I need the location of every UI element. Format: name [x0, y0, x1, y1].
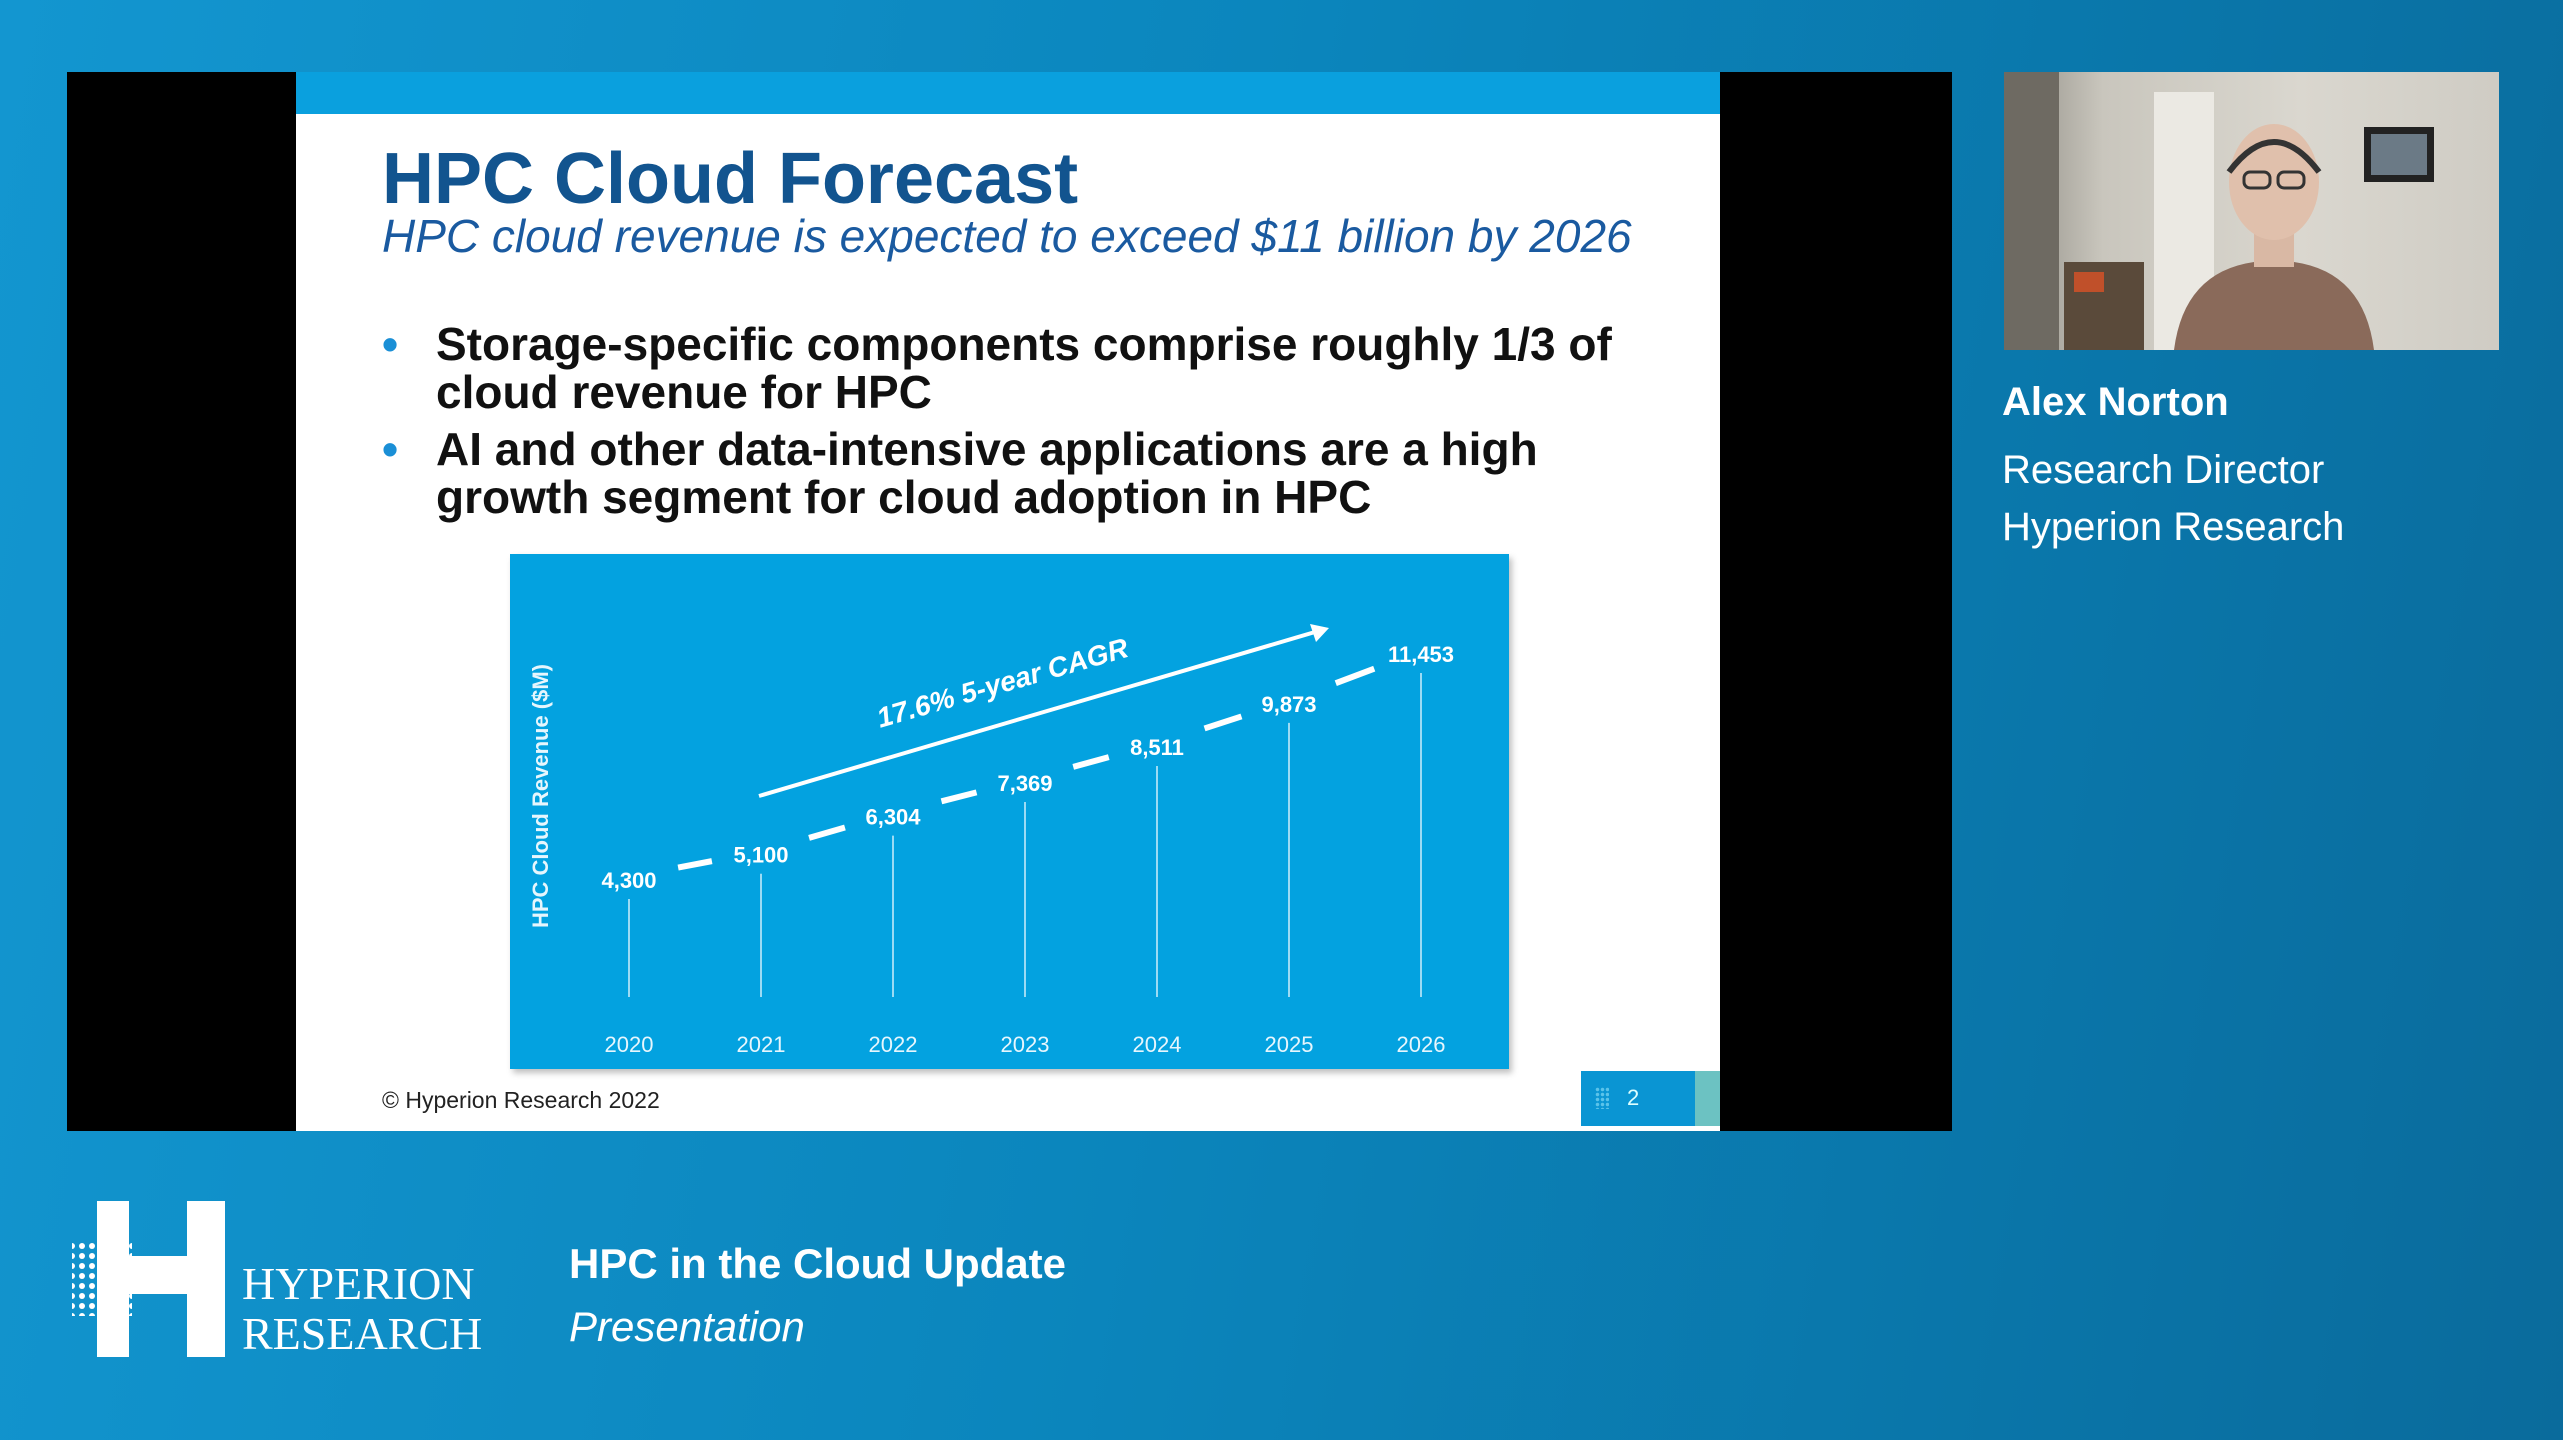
- page-number-box: 2: [1581, 1071, 1695, 1126]
- bullet-item: • AI and other data-intensive application…: [382, 423, 1538, 523]
- speaker-company: Hyperion Research: [2002, 505, 2345, 549]
- value-label: 11,453: [1388, 642, 1454, 667]
- trend-segment: [1203, 713, 1243, 732]
- x-tick-label: 2026: [1397, 1032, 1446, 1057]
- page-accent: [1695, 1071, 1720, 1126]
- x-tick-label: 2023: [1001, 1032, 1050, 1057]
- speaker-title: Research Director: [2002, 448, 2325, 492]
- hyperion-logo: HYPERION RESEARCH: [67, 1201, 497, 1359]
- trend-segment: [1072, 754, 1110, 770]
- bullet-item: • Storage-specific components comprise ro…: [382, 318, 1612, 418]
- slide: HPC Cloud Forecast HPC cloud revenue is …: [296, 72, 1720, 1131]
- value-label: 6,304: [865, 805, 921, 830]
- speaker-role: Research Director Hyperion Research: [2002, 442, 2344, 556]
- bullet-icon: •: [382, 423, 399, 475]
- logo-text-1: HYPERION: [242, 1258, 475, 1309]
- trend-segment: [940, 789, 978, 805]
- slide-subtitle: HPC cloud revenue is expected to exceed …: [382, 210, 1632, 262]
- x-tick-label: 2024: [1133, 1032, 1182, 1057]
- slide-top-bar: [296, 72, 1720, 114]
- speaker-name: Alex Norton: [2002, 380, 2229, 424]
- x-tick-label: 2020: [605, 1032, 654, 1057]
- cagr-annotation: 17.6% 5-year CAGR: [873, 632, 1132, 734]
- slide-title: HPC Cloud Forecast: [382, 139, 1079, 219]
- trend-segment: [1334, 665, 1376, 687]
- trend-segment: [677, 858, 713, 871]
- logo-text-2: RESEARCH: [242, 1308, 482, 1357]
- bullet-icon: •: [382, 318, 399, 370]
- page-number: 2: [1627, 1085, 1640, 1110]
- revenue-chart: HPC Cloud Revenue ($M) 4,300 2020 5,100 2021…: [510, 554, 1509, 1069]
- value-label: 5,100: [733, 843, 788, 868]
- value-label: 9,873: [1261, 692, 1316, 717]
- x-tick-label: 2025: [1265, 1032, 1314, 1057]
- copyright: © Hyperion Research 2022: [382, 1087, 660, 1113]
- value-label: 4,300: [601, 868, 656, 893]
- x-tick-label: 2021: [737, 1032, 786, 1057]
- session-title: HPC in the Cloud Update: [569, 1240, 1066, 1287]
- cagr-arrow: [758, 630, 1316, 798]
- speaker-video: [2004, 72, 2499, 350]
- value-label: 8,511: [1130, 735, 1184, 760]
- cagr-arrowhead: [1310, 624, 1329, 642]
- video-frame: [2004, 72, 2434, 350]
- bullet-list: • Storage-specific components comprise ro…: [382, 320, 1632, 530]
- y-axis-label: HPC Cloud Revenue ($M): [528, 664, 553, 928]
- x-tick-label: 2022: [869, 1032, 918, 1057]
- session-subtitle: Presentation: [569, 1303, 805, 1350]
- dots-icon: [1595, 1087, 1609, 1109]
- trend-segment: [808, 824, 846, 841]
- value-label: 7,369: [997, 771, 1052, 796]
- chart-svg: HPC Cloud Revenue ($M) 4,300 2020 5,100 2021…: [528, 624, 1454, 1057]
- logo-mark: HYPERION RESEARCH: [72, 1201, 482, 1359]
